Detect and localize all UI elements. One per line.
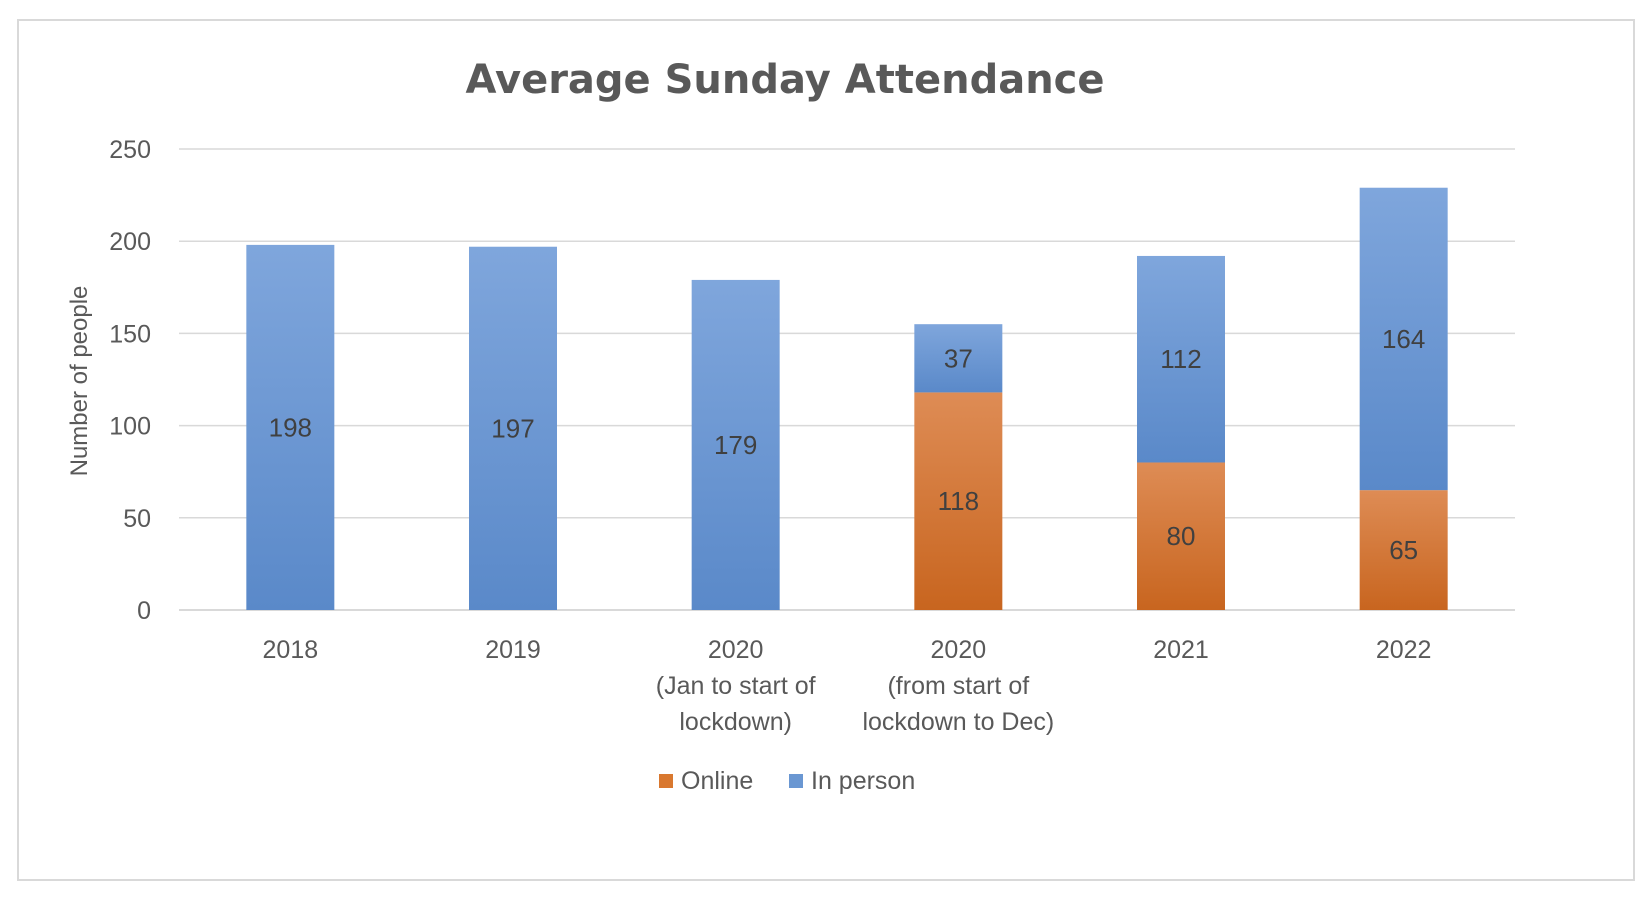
grid-layer xyxy=(179,148,1515,611)
legend-label: In person xyxy=(811,767,915,795)
data-label: 80 xyxy=(1167,521,1196,551)
ticks-layer: 0 50 100 150 200 250 2018 2019 2020 (Jan to start… xyxy=(109,136,1431,736)
x-tick-label: (Jan to start of xyxy=(656,672,816,700)
legend-swatch xyxy=(659,774,673,788)
data-label: 179 xyxy=(714,430,757,460)
data-label: 118 xyxy=(938,486,979,516)
bar-online xyxy=(1359,490,1448,610)
x-tick-label: 2020 xyxy=(708,636,764,664)
bar-in-person xyxy=(691,279,780,610)
chart-frame: Average Sunday Attendance 198 197 179 118 37… xyxy=(17,19,1635,881)
bars-layer: 198 197 179 118 37 80 112 65 164 xyxy=(246,187,1448,610)
y-tick-label: 150 xyxy=(109,320,151,348)
x-tick-label: 2019 xyxy=(485,636,541,664)
bar-online xyxy=(1137,462,1225,610)
chart-svg: Average Sunday Attendance 198 197 179 118 37… xyxy=(66,57,1515,795)
x-tick-label: 2021 xyxy=(1153,636,1209,664)
bar-in-person xyxy=(469,246,557,610)
y-tick-label: 50 xyxy=(123,505,151,533)
y-tick-label: 250 xyxy=(109,136,151,164)
bar-online xyxy=(914,392,1003,610)
x-tick-label: 2022 xyxy=(1376,636,1432,664)
y-tick-label: 100 xyxy=(109,413,151,441)
y-tick-label: 200 xyxy=(109,228,151,256)
legend-swatch xyxy=(789,774,803,788)
data-label: 164 xyxy=(1382,324,1425,354)
x-tick-label: 2020 xyxy=(931,636,987,664)
x-tick-label: (from start of xyxy=(887,672,1029,700)
bar-in-person xyxy=(1359,187,1448,491)
legend: Online In person xyxy=(659,767,915,795)
x-tick-label: lockdown) xyxy=(679,708,792,736)
data-label: 65 xyxy=(1389,535,1418,565)
legend-label: Online xyxy=(681,767,753,795)
data-label: 112 xyxy=(1160,344,1201,374)
bar-in-person xyxy=(914,324,1003,393)
data-label: 198 xyxy=(269,412,312,442)
x-tick-label: lockdown to Dec) xyxy=(862,708,1054,736)
data-label: 37 xyxy=(944,343,973,373)
y-axis-label: Number of people xyxy=(66,286,93,477)
y-tick-label: 0 xyxy=(137,597,151,625)
chart-title: Average Sunday Attendance xyxy=(465,57,1104,103)
bar-in-person xyxy=(1137,255,1225,463)
data-label: 197 xyxy=(491,413,534,443)
x-tick-label: 2018 xyxy=(263,636,319,664)
bar-in-person xyxy=(246,244,335,610)
